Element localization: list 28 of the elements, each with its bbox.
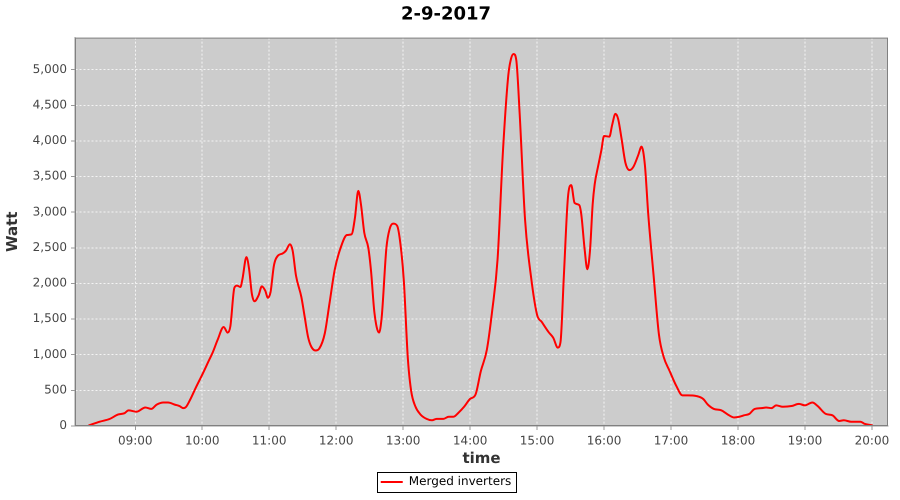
x-tick-label: 19:00 <box>788 433 822 448</box>
x-tick-label: 15:00 <box>520 433 554 448</box>
legend-label: Merged inverters <box>408 474 512 488</box>
x-tick-label: 11:00 <box>252 433 287 448</box>
y-tick-label: 0 <box>59 418 67 432</box>
chart-title: 2-9-2017 <box>400 3 492 24</box>
y-tick-label: 500 <box>44 382 67 396</box>
x-tick-label: 13:00 <box>386 433 420 448</box>
x-tick-label: 20:00 <box>854 433 890 448</box>
x-tick-label: 17:00 <box>654 433 688 448</box>
x-tick-label: 14:00 <box>452 433 488 448</box>
y-tick-label: 2,500 <box>32 240 67 254</box>
y-tick-label: 2,000 <box>32 276 67 290</box>
x-tick-label: 10:00 <box>184 433 220 448</box>
x-tick-label: 09:00 <box>118 433 153 448</box>
y-axis-title: Watt <box>2 212 21 252</box>
y-tick-label: 4,500 <box>32 97 67 112</box>
y-tick-label: 1,500 <box>32 311 67 326</box>
x-tick-label: 12:00 <box>318 433 354 448</box>
x-axis-title: time <box>462 448 501 467</box>
x-tick-label: 16:00 <box>586 433 622 448</box>
line-series <box>88 52 873 426</box>
y-tick-label: 3,500 <box>32 168 67 183</box>
y-tick-label: 1,000 <box>32 346 67 361</box>
y-tick-label: 4,000 <box>32 133 67 148</box>
y-tick-label: 3,000 <box>32 204 67 218</box>
y-tick-label: 5,000 <box>32 62 67 76</box>
x-tick-label: 18:00 <box>720 433 756 448</box>
